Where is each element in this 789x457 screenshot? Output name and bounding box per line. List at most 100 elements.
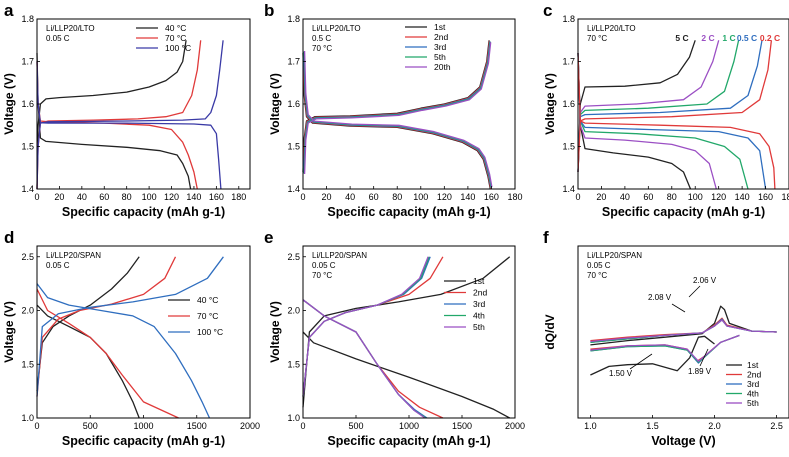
xtick-label: 0: [34, 192, 39, 202]
legend-label: 2nd: [747, 370, 761, 380]
rate-label: 2 C: [701, 33, 714, 43]
series-f-4-lower-line: [590, 334, 740, 362]
legend-label: 2nd: [473, 288, 487, 298]
series-a-1-charge-line: [36, 40, 202, 190]
series-f-4-upper-line: [590, 319, 777, 343]
legend-label: 1st: [434, 22, 446, 32]
xtick-label: 1500: [187, 421, 207, 431]
rate-label: 1 C: [722, 33, 735, 43]
peak-label: 2.08 V: [648, 293, 672, 302]
ytick-label: 1.5: [287, 359, 300, 369]
xtick-label: 180: [781, 192, 789, 202]
ytick-label: 1.7: [562, 57, 575, 67]
xtick-label: 60: [369, 192, 379, 202]
ytick-label: 1.5: [562, 142, 575, 152]
peak-arrow: [629, 353, 653, 370]
panel-b: b 0 20 40 60 80 100 120 140 160 180 1.4 1.5 1.6 1.7 1.8…: [264, 1, 523, 219]
axes-frame-f: [577, 245, 789, 419]
series-b-4-charge-line: [303, 42, 492, 175]
ytick-label: 2.0: [287, 306, 300, 316]
annotation: 70 °C: [312, 271, 332, 280]
axes-frame-c: [577, 18, 789, 190]
series-f-0-upper-line: [590, 305, 777, 346]
xtick-label: 20: [322, 192, 332, 202]
xtick-label: 100: [688, 192, 703, 202]
x-axis-label: Specific capacity (mAh g-1): [327, 434, 490, 448]
panel-letter-e: e: [264, 228, 273, 247]
peak-label: 1.89 V: [688, 367, 712, 376]
annotation: Li/LLP20/LTO: [587, 24, 636, 33]
annotation: Li/LLP20/LTO: [46, 24, 95, 33]
annotation: Li/LLP20/SPAN: [587, 251, 642, 260]
legend-label: 100 °C: [165, 43, 191, 53]
series-d-0-discharge-line: [36, 304, 140, 419]
ytick-label: 1.4: [21, 184, 34, 194]
series-c-2-discharge-line: [577, 52, 749, 190]
xtick-label: 0: [300, 192, 305, 202]
legend-label: 70 °C: [197, 311, 218, 321]
series-a-0-charge-line: [36, 40, 187, 190]
series-d-2-charge-line: [36, 256, 224, 397]
xtick-label: 160: [484, 192, 499, 202]
x-axis-label: Specific capacity (mAh g-1): [62, 205, 225, 219]
annotation: Li/LLP20/SPAN: [46, 251, 101, 260]
xtick-label: 0: [300, 421, 305, 431]
peak-label: 2.06 V: [693, 276, 717, 285]
xtick-label: 120: [711, 192, 726, 202]
annotation: 70 °C: [587, 271, 607, 280]
legend-label: 5th: [434, 52, 446, 62]
legend-label: 20th: [434, 62, 451, 72]
series-a-2-charge-line: [36, 40, 224, 190]
y-axis-label: Voltage (V): [268, 301, 282, 363]
legend-label: 4th: [473, 311, 485, 321]
xtick-label: 40: [345, 192, 355, 202]
rate-label: 0.5 C: [737, 33, 757, 43]
axes-frame-e: [302, 245, 516, 419]
panel-letter-f: f: [543, 228, 549, 247]
legend-label: 3rd: [747, 379, 760, 389]
series-b-0-charge-line: [302, 40, 490, 173]
xtick-label: 500: [348, 421, 363, 431]
xtick-label: 20: [54, 192, 64, 202]
series-a-2-discharge-line: [36, 61, 222, 190]
axes-frame-b: [302, 18, 516, 190]
ytick-label: 1.7: [287, 57, 300, 67]
legend-label: 40 °C: [165, 23, 186, 33]
legend-label: 70 °C: [165, 33, 186, 43]
xtick-label: 80: [392, 192, 402, 202]
legend-label: 1st: [473, 276, 485, 286]
series-d-2-discharge-line: [36, 283, 211, 419]
series-e-2-discharge-line: [302, 299, 428, 419]
xtick-label: 0: [34, 421, 39, 431]
y-axis-label: Voltage (V): [543, 73, 557, 135]
x-axis-label: Specific capacity (mAh g-1): [602, 205, 765, 219]
y-axis-label: Voltage (V): [2, 73, 16, 135]
y-axis-label: Voltage (V): [268, 73, 282, 135]
ytick-label: 1.4: [287, 184, 300, 194]
series-b-1-charge-line: [302, 40, 491, 173]
series-c-1-discharge-line: [577, 52, 717, 190]
xtick-label: 2.5: [770, 421, 783, 431]
panel-c: c 0 20 40 60 80 100 120 140 160 180 1.4 1.5 1.6 1.7 1.8…: [543, 1, 789, 219]
annotation: 0.05 C: [312, 261, 336, 270]
legend-label: 3rd: [473, 299, 486, 309]
xtick-label: 100: [142, 192, 157, 202]
axes-frame-a: [36, 18, 251, 190]
ytick-label: 1.8: [562, 14, 575, 24]
legend-label: 40 °C: [197, 295, 218, 305]
ytick-label: 1.8: [21, 14, 34, 24]
y-axis-label: Voltage (V): [2, 301, 16, 363]
ytick-label: 1.6: [562, 99, 575, 109]
ytick-label: 1.5: [287, 142, 300, 152]
ytick-label: 2.0: [21, 306, 34, 316]
annotation: 0.05 C: [587, 261, 611, 270]
peak-arrow: [671, 303, 686, 313]
ytick-label: 1.5: [21, 359, 34, 369]
ytick-label: 1.0: [21, 413, 34, 423]
xtick-label: 120: [437, 192, 452, 202]
xtick-label: 60: [99, 192, 109, 202]
xtick-label: 140: [460, 192, 475, 202]
annotation: 0.05 C: [46, 34, 70, 43]
peak-arrow: [699, 348, 709, 367]
panel-letter-a: a: [4, 1, 14, 20]
